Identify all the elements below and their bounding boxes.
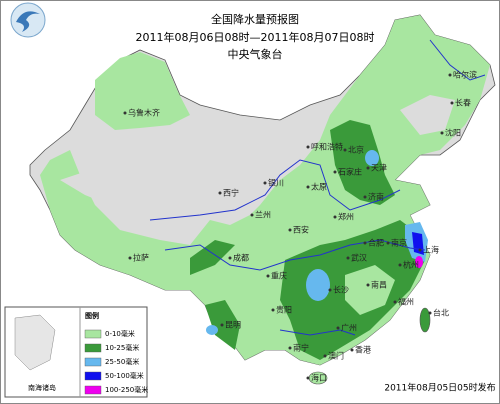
city-dot: [450, 101, 454, 105]
city-label: 重庆: [271, 271, 287, 281]
legend-title: 图例: [85, 311, 99, 320]
legend-label: 25-50毫米: [105, 357, 139, 366]
city-label: 台北: [433, 308, 449, 318]
city-label: 澳门: [328, 351, 344, 361]
city-dot: [363, 195, 367, 199]
city-dot: [288, 346, 292, 350]
city-dot: [306, 376, 310, 380]
rain-heavy: [206, 150, 428, 335]
city-dot: [366, 283, 370, 287]
legend-swatch: [84, 357, 102, 367]
city-dot: [306, 185, 310, 189]
city-dot: [266, 274, 270, 278]
city-dot: [250, 213, 254, 217]
city-label: 长春: [455, 98, 471, 108]
city-label: 杭州: [403, 260, 419, 270]
city-dot: [343, 148, 347, 152]
city-label: 石家庄: [338, 167, 362, 177]
city-label: 郑州: [338, 212, 354, 222]
legend-label: 0-10毫米: [105, 329, 135, 338]
city-dot: [128, 256, 132, 260]
city-label: 西安: [293, 225, 309, 235]
city-label: 济南: [368, 192, 384, 202]
city-label: 太原: [311, 182, 327, 192]
city-dot: [398, 263, 402, 267]
city-label: 南京: [391, 238, 407, 248]
city-label: 合肥: [368, 238, 384, 248]
city-label: 昆明: [225, 321, 241, 330]
city-dot: [346, 256, 350, 260]
city-label: 乌鲁木齐: [128, 108, 160, 118]
city-dot: [428, 311, 432, 315]
city-label: 贵阳: [276, 305, 292, 315]
city-dot: [263, 181, 267, 185]
city-label: 哈尔滨: [453, 70, 477, 80]
city-dot: [333, 170, 337, 174]
city-dot: [323, 354, 327, 358]
city-dot: [440, 131, 444, 135]
city-dot: [418, 248, 422, 252]
city-label: 拉萨: [133, 253, 149, 263]
legend-label: 50-100毫米: [105, 371, 144, 380]
agency: 中央气象台: [228, 47, 283, 61]
city-dot: [123, 111, 127, 115]
legend-swatch: [84, 343, 102, 353]
city-dot: [366, 166, 370, 170]
city-dot: [218, 191, 222, 195]
legend-swatch: [84, 385, 102, 395]
city-label: 成都: [233, 253, 249, 263]
city-dot: [288, 228, 292, 232]
city-label: 银川: [268, 178, 284, 188]
city-dot: [328, 288, 332, 292]
inset-label: 南海诸岛: [28, 383, 56, 392]
taiwan: [419, 307, 431, 333]
city-dot: [363, 241, 367, 245]
city-dot: [333, 215, 337, 219]
legend-items: 0-10毫米 10-25毫米 25-50毫米 50-100毫米 100-250毫米: [84, 329, 148, 395]
city-dot: [228, 256, 232, 260]
city-dot: [386, 241, 390, 245]
city-dot: [220, 323, 224, 327]
city-dot: [393, 300, 397, 304]
city-label: 呼和浩特: [311, 142, 343, 152]
rivers: [149, 39, 486, 336]
city-label: 天津: [371, 163, 387, 173]
city-label: 北京: [348, 145, 364, 155]
footer: 2011年08月05日05时发布: [384, 382, 495, 394]
city-label: 福州: [398, 298, 414, 307]
city-label: 广州: [341, 323, 357, 333]
city-label: 海口: [311, 373, 327, 383]
city-label: 武汉: [351, 253, 367, 263]
dry-areas: [60, 95, 455, 215]
inset-map: [14, 314, 56, 371]
city-dot: [306, 145, 310, 149]
rain-0-10-holes: [345, 265, 395, 315]
city-label: 长沙: [333, 285, 349, 295]
legend-label: 10-25毫米: [105, 343, 139, 352]
legend-label: 100-250毫米: [105, 385, 148, 394]
legend-swatch: [84, 371, 102, 381]
city-dot: [336, 326, 340, 330]
city-label: 南宁: [293, 343, 309, 353]
city-label: 沈阳: [445, 128, 461, 138]
city-dot: [350, 348, 354, 352]
city-dot: [448, 73, 452, 77]
city-dot: [271, 308, 275, 312]
city-label: 南昌: [371, 280, 387, 290]
city-label: 西宁: [223, 188, 239, 198]
subtitle: 2011年08月06日08时—2011年08月07日08时: [136, 30, 375, 44]
logo: [10, 2, 46, 38]
city-label: 上海: [423, 245, 439, 255]
city-label: 兰州: [255, 210, 271, 220]
city-label: 香港: [355, 345, 371, 355]
title: 全国降水量预报图: [211, 12, 299, 26]
legend-swatch: [84, 329, 102, 339]
